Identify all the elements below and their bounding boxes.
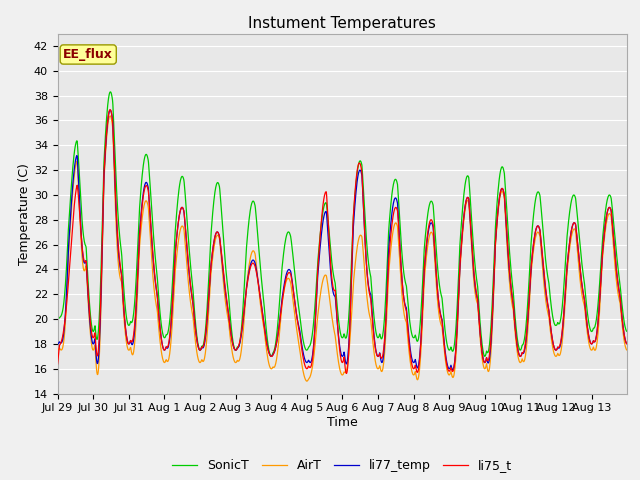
li77_temp <box>561 297 569 302</box>
li77_temp <box>449 367 456 372</box>
li75_t <box>561 295 569 301</box>
li77_temp <box>623 341 631 347</box>
Line: li75_t: li75_t <box>58 110 627 373</box>
li77_temp <box>106 107 114 113</box>
AirT <box>617 305 625 311</box>
li77_temp <box>328 281 335 287</box>
AirT <box>623 347 631 353</box>
AirT <box>303 378 311 384</box>
li75_t <box>328 276 335 281</box>
AirT <box>106 113 114 119</box>
li75_t <box>477 343 485 349</box>
Line: AirT: AirT <box>58 116 627 381</box>
SonicT <box>623 329 631 335</box>
X-axis label: Time: Time <box>327 416 358 429</box>
li77_temp <box>477 343 485 349</box>
li77_temp <box>54 341 61 347</box>
SonicT <box>317 223 325 229</box>
li77_temp <box>143 180 151 186</box>
Line: SonicT: SonicT <box>58 92 627 356</box>
Y-axis label: Temperature (C): Temperature (C) <box>18 163 31 264</box>
li77_temp <box>617 299 625 305</box>
SonicT <box>561 268 569 274</box>
SonicT <box>106 89 114 95</box>
SonicT <box>328 260 335 265</box>
li75_t <box>342 371 350 376</box>
li75_t <box>623 341 631 347</box>
li75_t <box>106 107 114 113</box>
li75_t <box>617 299 625 305</box>
SonicT <box>617 287 625 292</box>
Legend: SonicT, AirT, li77_temp, li75_t: SonicT, AirT, li77_temp, li75_t <box>167 454 518 477</box>
li75_t <box>317 222 325 228</box>
SonicT <box>477 331 485 336</box>
li75_t <box>143 183 151 189</box>
li75_t <box>54 361 61 367</box>
SonicT <box>54 316 61 322</box>
AirT <box>143 199 151 205</box>
AirT <box>477 349 485 355</box>
li77_temp <box>317 235 325 240</box>
Title: Instument Temperatures: Instument Temperatures <box>248 16 436 31</box>
Text: EE_flux: EE_flux <box>63 48 113 61</box>
SonicT <box>143 153 151 158</box>
AirT <box>54 347 61 353</box>
AirT <box>561 305 569 311</box>
AirT <box>328 316 336 322</box>
Line: li77_temp: li77_temp <box>58 110 627 370</box>
SonicT <box>481 353 488 359</box>
AirT <box>317 285 325 290</box>
